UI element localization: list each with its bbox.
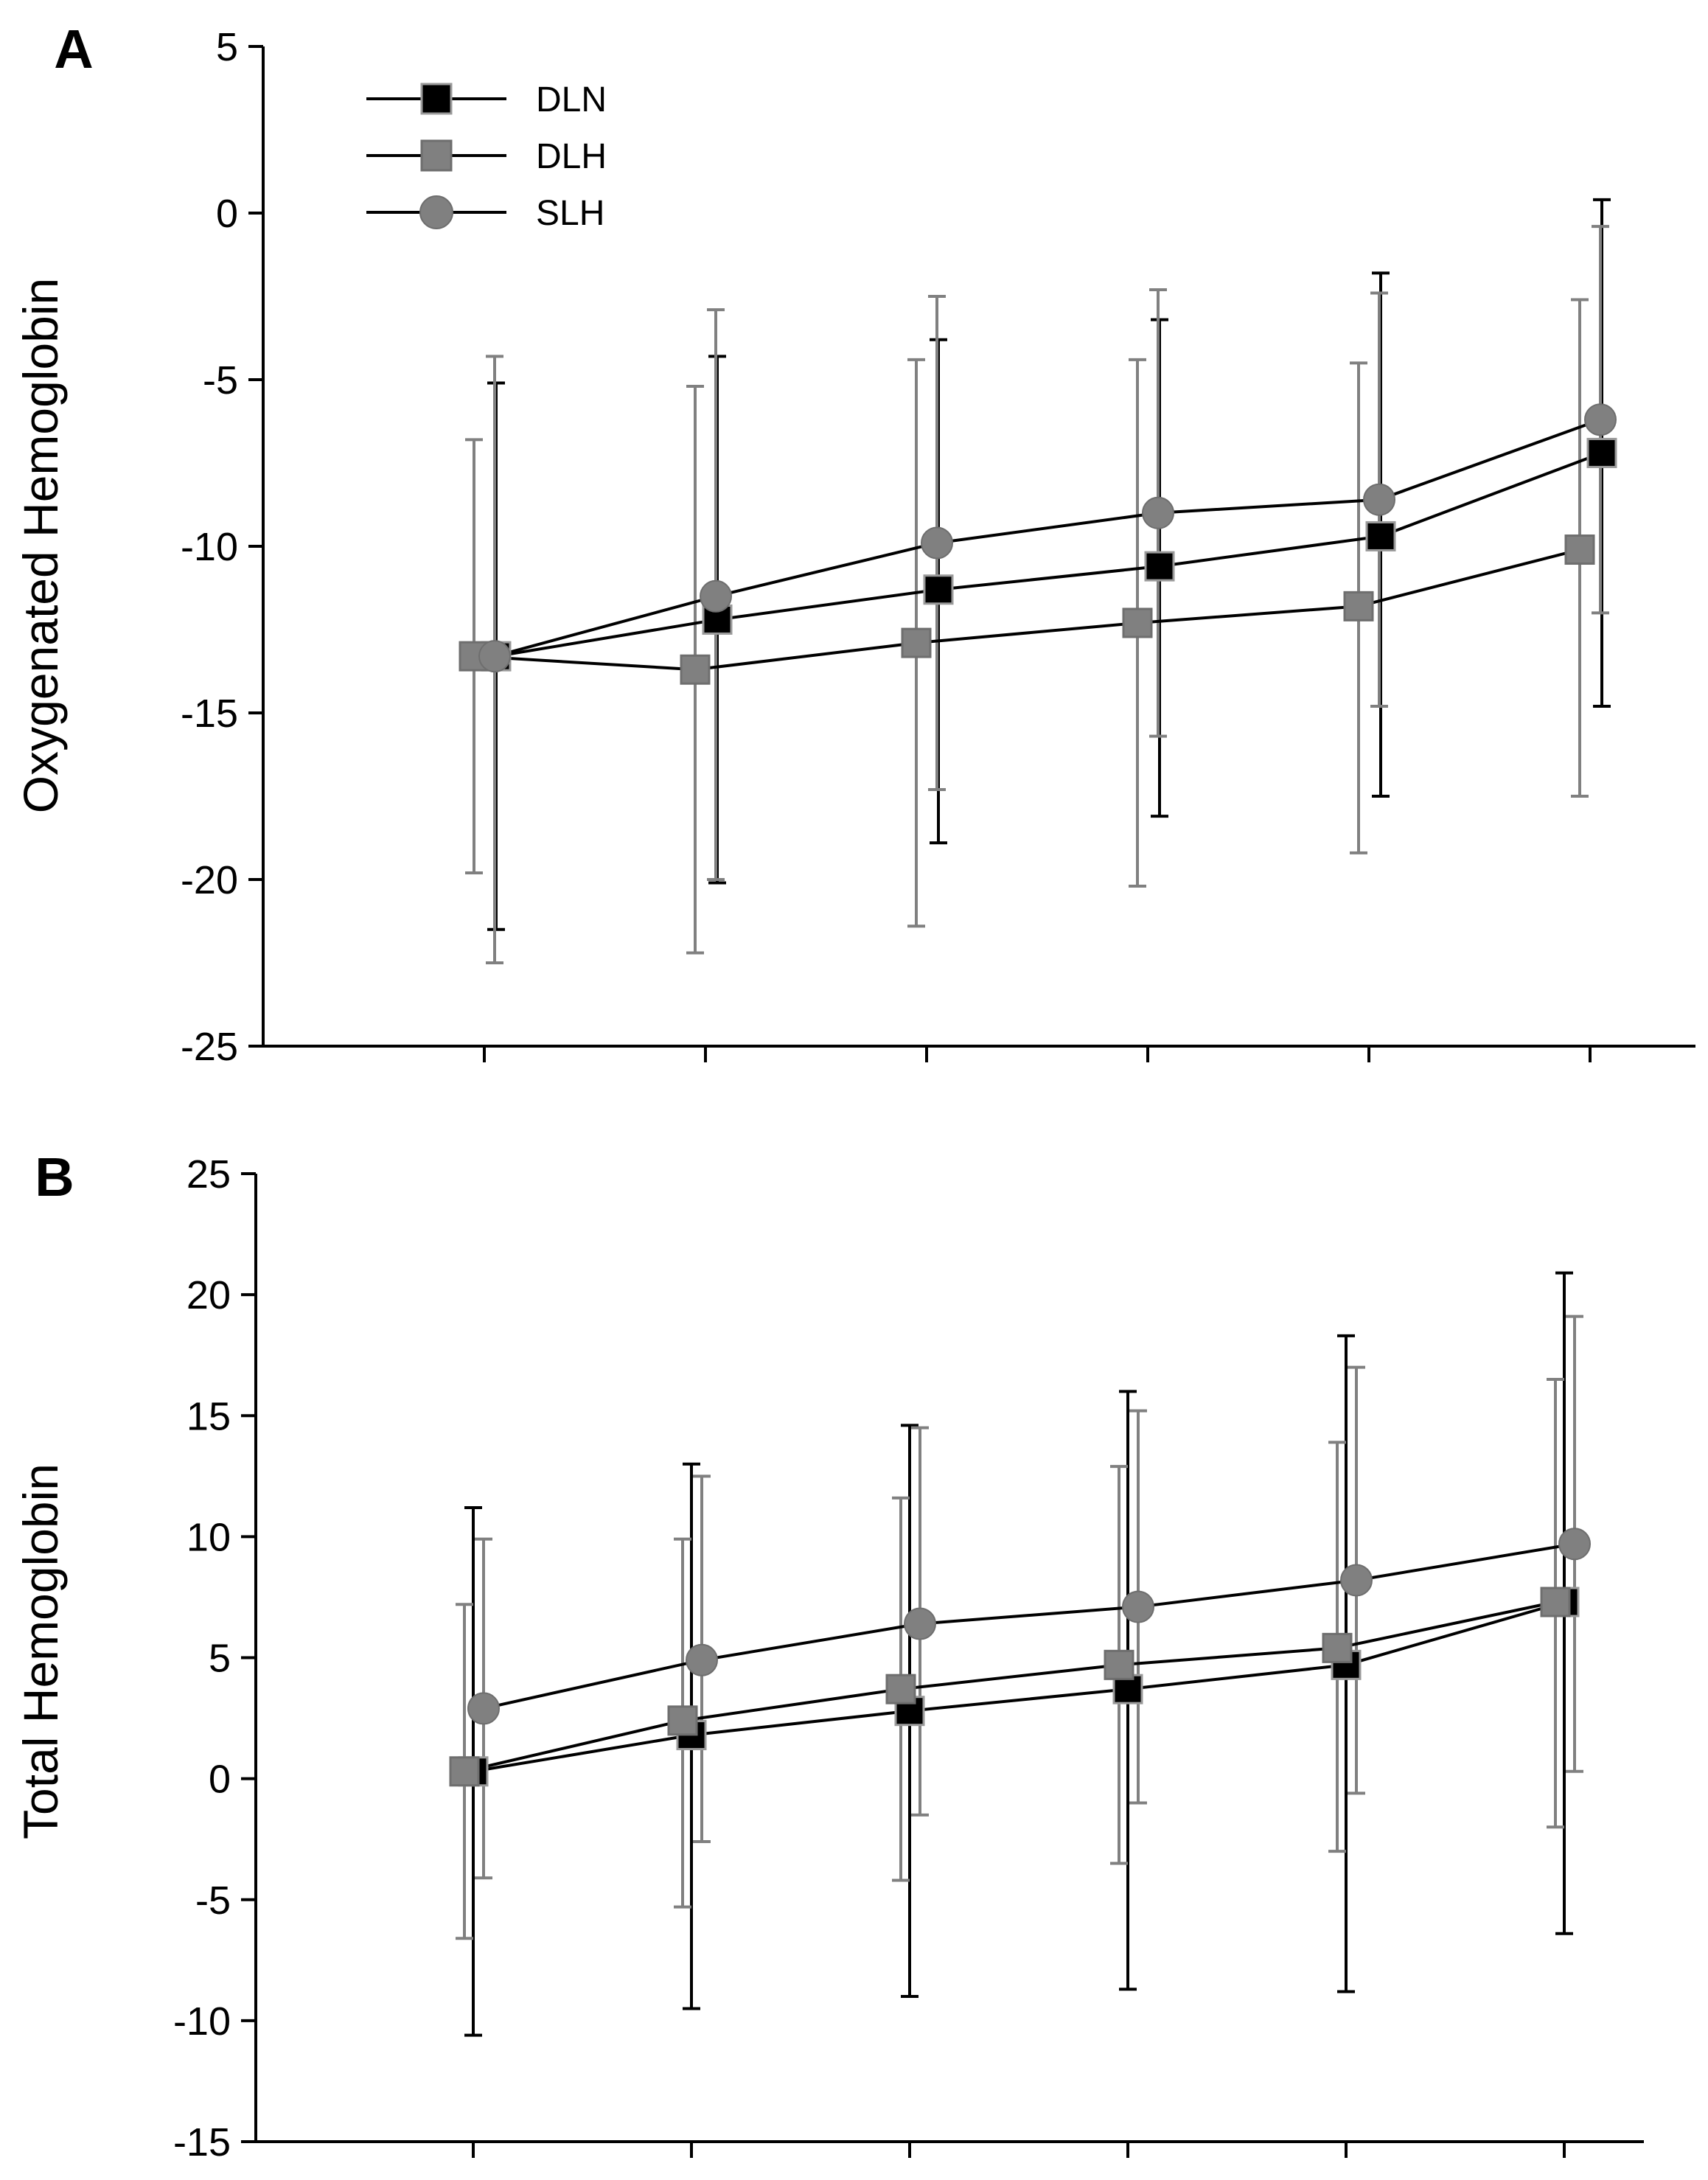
panel-letter: A (54, 18, 93, 80)
marker-slh (1122, 1590, 1154, 1623)
marker-dlh (680, 654, 711, 685)
marker-slh (1363, 483, 1395, 516)
marker-slh (904, 1607, 936, 1640)
y-tick-label: -10 (181, 525, 238, 569)
legend-entry-dln: DLN (366, 80, 607, 119)
y-tick-label: -15 (181, 692, 238, 736)
legend-marker (420, 83, 453, 115)
marker-slh (1584, 403, 1617, 436)
panel-letter: B (35, 1146, 74, 1208)
marker-slh (686, 1643, 718, 1676)
legend-entry-slh: SLH (366, 194, 604, 233)
y-tick-label: 0 (216, 192, 238, 236)
marker-slh (921, 526, 953, 560)
legend-entry-dlh: DLH (366, 137, 607, 176)
marker-dln (1365, 520, 1396, 551)
y-axis-title: Oxygenated Hemoglobin (13, 278, 68, 813)
marker-dlh (1322, 1632, 1353, 1663)
y-tick-label: -25 (181, 1025, 238, 1069)
panel-b: -15 -10 -5 0 5 10 15 20 25 B Total Hemoglobin (13, 1146, 1644, 2165)
y-tick-label: -15 (173, 2120, 231, 2165)
marker-dlh (1343, 591, 1374, 621)
marker-dlh (885, 1674, 916, 1704)
y-tick-label: 15 (187, 1394, 231, 1438)
marker-slh (1558, 1528, 1591, 1561)
marker-dlh (1122, 607, 1153, 638)
marker-dlh (1564, 534, 1595, 565)
legend-label: DLH (536, 137, 607, 176)
y-tick-label: -10 (173, 1999, 231, 2044)
legend-marker (420, 139, 453, 172)
legend-label: DLN (536, 80, 607, 119)
marker-dlh (667, 1705, 698, 1736)
panel-a: -25 -20 -15 -10 -5 0 5 A Oxygenated Hemoglobin DL… (13, 18, 1695, 1069)
series-line-dlh (464, 1601, 1556, 1773)
marker-slh (1340, 1564, 1373, 1597)
marker-slh (1142, 496, 1174, 529)
marker-dln (923, 574, 954, 605)
marker-slh (467, 1692, 500, 1725)
y-tick-label: 20 (187, 1273, 231, 1317)
legend-label: SLH (536, 194, 604, 233)
marker-dln (1586, 437, 1617, 468)
y-tick-label: -20 (181, 858, 238, 902)
series-line-slh (483, 1542, 1575, 1710)
marker-dlh (1104, 1649, 1134, 1680)
y-tick-label: 0 (209, 1758, 231, 1802)
y-tick-label: -5 (203, 358, 238, 403)
y-tick-label: 5 (209, 1637, 231, 1681)
marker-slh (478, 640, 511, 673)
marker-dlh (449, 1756, 480, 1787)
marker-dln (1144, 551, 1175, 582)
y-tick-label: 10 (187, 1515, 231, 1559)
marker-slh (700, 579, 732, 613)
legend-marker (419, 195, 453, 229)
series-line-dlh (473, 548, 1580, 672)
series-line-dln (495, 451, 1603, 658)
marker-dlh (1540, 1587, 1571, 1617)
y-tick-label: 5 (216, 25, 238, 69)
series-line-dln (473, 1601, 1565, 1773)
y-axis-title: Total Hemoglobin (13, 1463, 68, 1839)
y-tick-label: -5 (195, 1878, 231, 1923)
series-line-slh (494, 418, 1601, 658)
y-tick-label: 25 (187, 1152, 231, 1197)
marker-dlh (901, 627, 932, 658)
